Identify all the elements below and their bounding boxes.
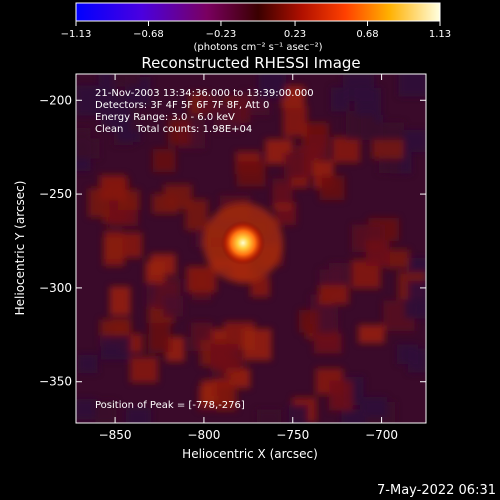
annotation-detectors: Detectors: 3F 4F 5F 6F 7F 8F, Att 0	[95, 100, 269, 111]
y-tick-label: −250	[39, 187, 72, 201]
x-tick-label: −750	[276, 428, 309, 442]
colorbar-gradient	[75, 2, 441, 22]
x-axis-label: Heliocentric X (arcsec)	[182, 447, 318, 461]
x-tick-label: −800	[187, 428, 220, 442]
annotation-energy-range: Energy Range: 3.0 - 6.0 keV	[95, 112, 235, 123]
x-tick-label: −850	[99, 428, 132, 442]
colorbar: −1.13 −0.68 −0.23 0.23 0.68 1.13 (photons cm⁻…	[61, 2, 451, 53]
y-tick-label: −350	[39, 375, 72, 389]
y-tick-label: −300	[39, 281, 72, 295]
plot-frame	[75, 73, 427, 424]
colorbar-unit-label: (photons cm⁻² s⁻¹ asec⁻²)	[193, 42, 322, 53]
y-axis-label: Heliocentric Y (arcsec)	[13, 181, 27, 316]
y-tick-label: −200	[39, 93, 72, 107]
colorbar-tick-label: −0.68	[133, 29, 164, 40]
x-axis: −850 −800 −750 −700	[99, 74, 398, 442]
colorbar-tick-label: 0.68	[356, 29, 378, 40]
annotation-time-range: 21-Nov-2003 13:34:36.000 to 13:39:00.000	[95, 88, 314, 99]
chart-title: Reconstructed RHESSI Image	[141, 54, 360, 72]
annotation-block: 21-Nov-2003 13:34:36.000 to 13:39:00.000…	[95, 88, 314, 135]
colorbar-tick-label: 1.13	[429, 29, 451, 40]
peak-position-label: Position of Peak = [-778,-276]	[95, 400, 245, 411]
x-tick-label: −700	[365, 428, 398, 442]
footer-timestamp: 7-May-2022 06:31	[377, 483, 496, 498]
heatmap-image	[76, 74, 426, 423]
colorbar-tick-label: −1.13	[61, 29, 92, 40]
colorbar-tick-label: −0.23	[206, 29, 237, 40]
peak-source	[221, 220, 266, 265]
y-axis: −200 −250 −300 −350	[39, 93, 426, 389]
colorbar-tick-label: 0.23	[284, 29, 306, 40]
annotation-clean-counts: Clean Total counts: 1.98E+04	[95, 124, 252, 135]
